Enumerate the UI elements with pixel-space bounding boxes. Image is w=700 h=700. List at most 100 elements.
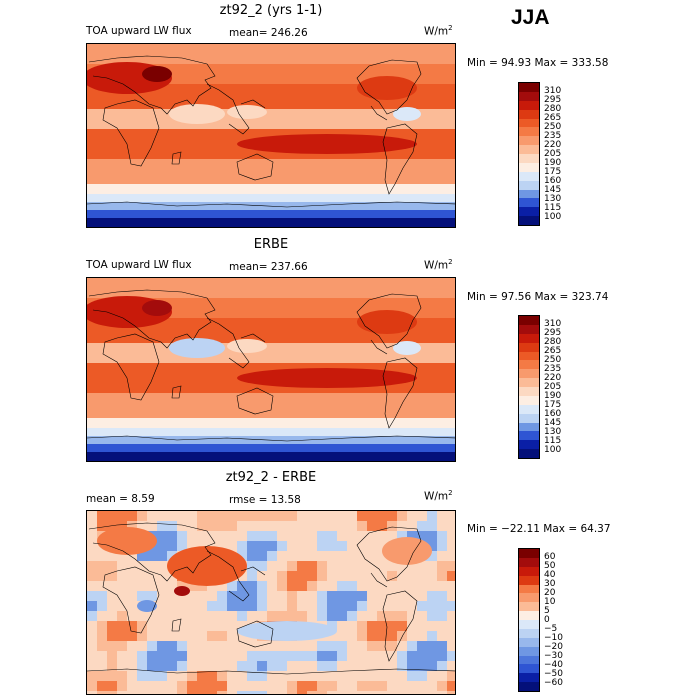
map-cell: [397, 631, 407, 641]
map-cell: [237, 581, 247, 591]
map-cell: [197, 691, 207, 694]
panel-3-colorbar: [518, 548, 540, 692]
colorbar-swatch: [519, 646, 539, 656]
map-cell: [287, 611, 297, 621]
map-cell: [377, 641, 387, 651]
map-cell: [247, 671, 257, 681]
colorbar-swatch: [519, 109, 539, 119]
map-cell: [137, 671, 147, 681]
colorbar-tick-label: 265: [544, 112, 562, 123]
map-cell: [337, 591, 347, 601]
map-cell: [257, 561, 267, 571]
map-cell: [187, 671, 197, 681]
map-cell: [97, 641, 107, 651]
map-cell: [277, 651, 287, 661]
map-cell: [447, 691, 455, 694]
map-cell: [307, 681, 317, 691]
map-cell: [167, 661, 177, 671]
map-cell: [407, 651, 417, 661]
colorbar-tick-label: 310: [544, 85, 562, 96]
map-cell: [327, 541, 337, 551]
map-anomaly: [382, 537, 432, 565]
colorbar-tick-label: 130: [544, 426, 562, 437]
coastline: [236, 620, 274, 648]
map-cell: [217, 511, 227, 521]
map-cell: [427, 531, 437, 541]
map-cell: [327, 611, 337, 621]
colorbar-swatch: [519, 162, 539, 172]
colorbar-tick-label: 50: [544, 560, 556, 571]
map-cell: [197, 521, 207, 531]
map-cell: [167, 551, 177, 561]
map-cell: [267, 661, 277, 671]
map-cell: [417, 601, 427, 611]
map-cell: [317, 561, 327, 571]
map-cell: [137, 621, 147, 631]
map-cell: [257, 671, 267, 681]
map-cell: [237, 611, 247, 621]
map-cell: [197, 671, 207, 681]
colorbar-swatch: [519, 431, 539, 441]
map-cell: [427, 641, 437, 651]
coastline: [206, 83, 250, 135]
map-cell: [297, 561, 307, 571]
map-cell: [297, 571, 307, 581]
colorbar-tick-label: −20: [544, 641, 563, 652]
coastline: [206, 317, 250, 369]
map-warm-region: [142, 300, 172, 316]
map-cell: [437, 641, 447, 651]
map-cell: [367, 621, 377, 631]
map-anomaly: [137, 600, 157, 612]
map-band: [87, 298, 455, 318]
map-cell: [387, 621, 397, 631]
coastline: [382, 123, 418, 195]
coastline: [206, 550, 250, 602]
map-band: [87, 393, 455, 418]
map-warm-region: [237, 368, 417, 388]
map-cell: [137, 661, 147, 671]
map-cell: [377, 621, 387, 631]
map-warm-region: [142, 66, 172, 82]
map-convection: [393, 107, 421, 121]
map-cell: [387, 571, 397, 581]
map-cell: [307, 561, 317, 571]
map-band: [87, 44, 455, 64]
colorbar-swatch: [519, 91, 539, 101]
map-anomaly: [167, 546, 247, 586]
colorbar-swatch: [519, 449, 539, 458]
colorbar-swatch: [519, 440, 539, 450]
panel-3-map: [86, 510, 456, 695]
panel-2-map: [86, 277, 456, 462]
map-cell: [157, 641, 167, 651]
map-cell: [397, 621, 407, 631]
map-cell: [447, 681, 455, 691]
map-cell: [337, 581, 347, 591]
map-cell: [397, 511, 407, 521]
map-cell: [97, 691, 107, 694]
map-cell: [117, 621, 127, 631]
map-cell: [427, 651, 437, 661]
coastline: [171, 385, 182, 399]
panel-2-variable-label: TOA upward LW flux: [86, 259, 192, 271]
map-cell: [147, 551, 157, 561]
coastline: [356, 293, 422, 349]
map-cell: [427, 611, 437, 621]
map-cell: [337, 641, 347, 651]
map-cell: [187, 681, 197, 691]
map-cell: [117, 671, 127, 681]
map-cell: [337, 601, 347, 611]
map-band: [87, 218, 455, 227]
map-cell: [387, 611, 397, 621]
colorbar-tick-label: −40: [544, 659, 563, 670]
colorbar-swatch: [519, 351, 539, 361]
colorbar-swatch: [519, 207, 539, 217]
map-cell: [257, 551, 267, 561]
map-warm-region: [357, 76, 417, 100]
map-cell: [137, 651, 147, 661]
map-cell: [387, 521, 397, 531]
panel-1-colorbar: [518, 82, 540, 226]
map-cell: [397, 531, 407, 541]
map-cell: [247, 651, 257, 661]
map-cell: [227, 601, 237, 611]
colorbar-swatch: [519, 664, 539, 674]
